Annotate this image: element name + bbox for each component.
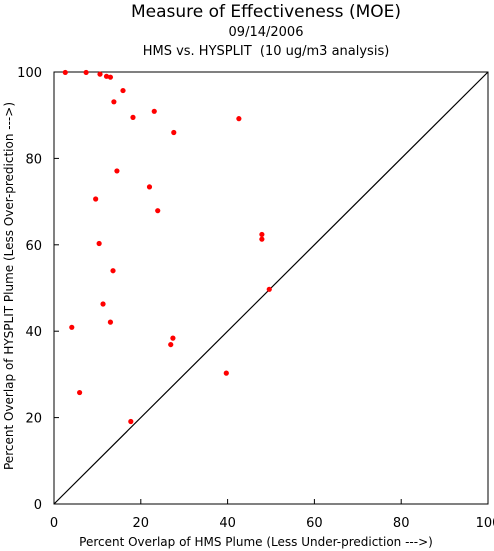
data-point	[128, 418, 134, 425]
data-point	[114, 168, 120, 174]
data-point	[171, 129, 177, 136]
data-point	[77, 389, 83, 396]
x-tick-label: 80	[393, 516, 410, 531]
data-point	[97, 71, 103, 77]
y-tick-label: 60	[25, 239, 42, 254]
chart-analysis-label: HMS vs. HYSPLIT (10 ug/m3 analysis)	[143, 44, 390, 59]
x-tick-label: 0	[50, 516, 58, 531]
data-point	[100, 301, 106, 307]
data-points	[62, 69, 272, 425]
data-point	[223, 370, 229, 376]
data-point	[130, 114, 136, 120]
data-point	[93, 196, 99, 202]
y-tick-label: 20	[25, 412, 42, 427]
data-point	[151, 108, 157, 114]
x-tick-label: 100	[476, 516, 494, 531]
y-tick-label: 0	[34, 498, 42, 513]
chart-title: Measure of Effectiveness (MOE)	[131, 2, 401, 22]
y-axis-ticks: 0 20 40 60 80 100	[17, 66, 59, 513]
data-point	[259, 231, 265, 238]
data-point	[155, 208, 161, 214]
x-axis-label: Percent Overlap of HMS Plume (Less Under…	[79, 535, 433, 549]
data-point	[96, 240, 102, 247]
x-axis-ticks: 0 20 40 60 80 100	[50, 499, 494, 531]
data-point	[146, 184, 153, 190]
data-point	[259, 236, 265, 242]
data-point	[111, 99, 117, 105]
data-point	[107, 74, 114, 80]
chart-date: 09/14/2006	[229, 25, 304, 40]
data-point	[168, 341, 174, 348]
data-point	[62, 69, 68, 76]
data-point	[83, 69, 89, 76]
data-point	[236, 116, 242, 122]
x-tick-label: 20	[133, 516, 150, 531]
data-point	[103, 73, 110, 79]
data-point	[107, 319, 114, 325]
data-point	[120, 87, 126, 94]
plot-frame	[53, 71, 489, 505]
data-point	[110, 268, 116, 274]
y-tick-label: 80	[25, 152, 42, 167]
y-tick-label: 40	[25, 325, 42, 340]
data-point	[170, 335, 176, 341]
data-point	[266, 286, 272, 292]
y-tick-label: 100	[17, 66, 42, 81]
data-point	[69, 324, 75, 330]
x-tick-label: 60	[306, 516, 323, 531]
y-axis-label: Percent Overlap of HYSPLIT Plume (Less O…	[2, 102, 16, 470]
x-tick-label: 40	[219, 516, 236, 531]
